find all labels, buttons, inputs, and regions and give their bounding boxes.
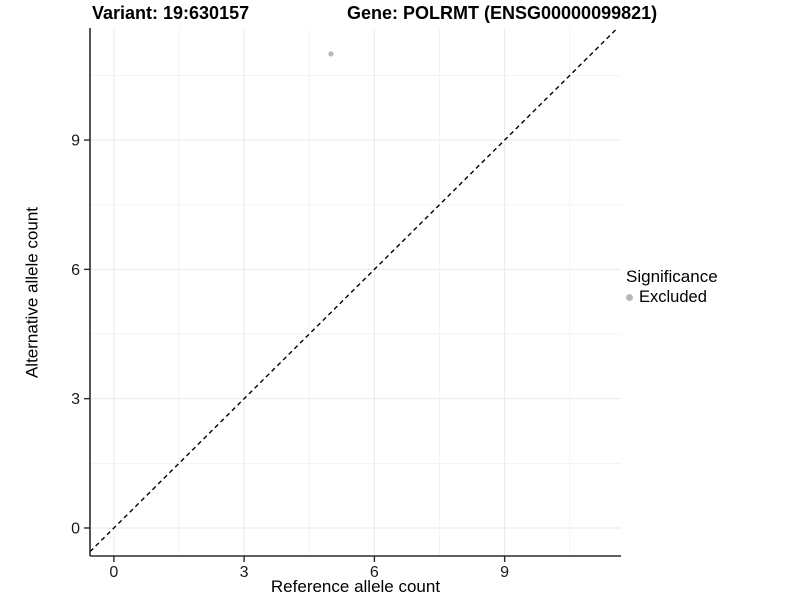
x-axis-title: Reference allele count xyxy=(270,577,441,596)
legend-title: Significance xyxy=(626,267,718,286)
y-tick-label: 3 xyxy=(71,391,80,408)
x-tick-label: 3 xyxy=(240,564,249,581)
y-tick-label: 6 xyxy=(71,262,80,279)
y-tick-label: 9 xyxy=(71,133,80,150)
x-tick-label: 9 xyxy=(500,564,509,581)
x-tick-label: 6 xyxy=(370,564,379,581)
legend-item-label: Excluded xyxy=(639,288,707,306)
x-tick-label: 0 xyxy=(109,564,118,581)
legend-item-excluded: Excluded xyxy=(626,287,718,308)
y-axis-title: Alternative allele count xyxy=(22,206,42,379)
plot-title-variant: Variant: 19:630157 xyxy=(92,3,250,23)
y-tick-label: 0 xyxy=(71,520,80,537)
legend: Significance Excluded xyxy=(626,266,718,308)
plot-title-gene: Gene: POLRMT (ENSG00000099821) xyxy=(347,3,658,23)
excluded-point-swatch-icon xyxy=(626,294,633,301)
identity-reference-line xyxy=(89,27,619,553)
data-point xyxy=(328,51,334,57)
